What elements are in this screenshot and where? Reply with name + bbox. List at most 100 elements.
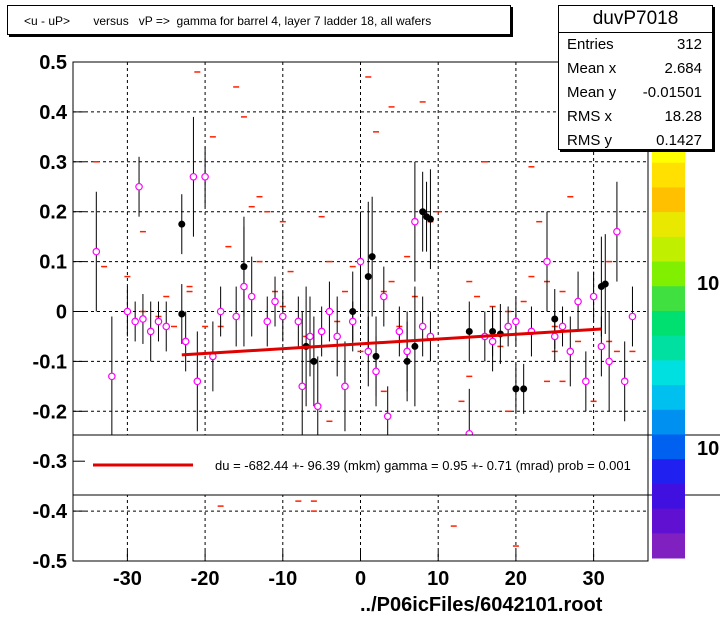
open-point	[488, 337, 497, 346]
open-point	[154, 317, 163, 326]
color-band	[652, 434, 685, 460]
y-tick-label: -0.4	[33, 501, 68, 523]
stats-name: duvP7018	[559, 6, 712, 33]
x-tick-label: 10	[427, 568, 449, 590]
open-point	[189, 172, 198, 181]
color-band	[652, 360, 685, 386]
legend-text: du = -682.44 +- 96.39 (mkm) gamma = 0.95…	[215, 458, 631, 473]
open-point	[512, 317, 520, 326]
open-point	[317, 327, 326, 336]
filled-point	[520, 385, 528, 393]
stats-box: duvP7018 Entries 312 Mean x 2.684 Mean y…	[558, 5, 713, 150]
open-point	[356, 257, 365, 266]
open-point	[325, 307, 334, 316]
open-point	[146, 327, 155, 336]
filled-point	[601, 280, 609, 288]
x-tick-label: -20	[191, 568, 220, 590]
plot-title: <u - uP> versus vP => gamma for barrel 4…	[7, 5, 511, 35]
x-tick-label: 0	[355, 568, 366, 590]
filled-point	[240, 263, 248, 271]
open-point	[383, 412, 392, 421]
open-point	[294, 317, 303, 326]
open-point	[597, 342, 606, 351]
color-band	[652, 508, 685, 534]
colorbar-label: 10	[697, 273, 719, 295]
open-point	[504, 322, 512, 331]
color-band	[652, 162, 685, 188]
color-band	[652, 310, 685, 337]
open-point	[216, 307, 225, 316]
open-point	[372, 367, 380, 376]
data-points	[92, 172, 637, 438]
open-point	[550, 332, 559, 341]
filled-point	[512, 385, 520, 393]
color-band	[652, 335, 685, 361]
filled-point	[551, 315, 559, 323]
filled-point	[411, 342, 419, 350]
open-point	[418, 322, 427, 331]
stat-value: 18.28	[664, 108, 702, 125]
color-band	[652, 236, 685, 263]
x-tick-label: 20	[505, 568, 527, 590]
open-point	[123, 307, 132, 316]
open-point	[193, 377, 202, 386]
filled-point	[310, 357, 318, 365]
filled-point	[178, 220, 186, 228]
y-tick-label: 0.3	[39, 152, 67, 174]
y-tick-label: 0.2	[39, 202, 67, 224]
y-tick-label: 0.5	[39, 52, 67, 74]
open-point	[395, 327, 404, 336]
fit-line	[181, 327, 602, 357]
open-point	[582, 377, 590, 386]
stat-label: RMS y	[567, 132, 612, 149]
y-tick-label: -0.5	[33, 551, 67, 573]
stat-entries: Entries 312	[559, 33, 712, 57]
color-band	[652, 459, 685, 485]
open-point	[364, 347, 373, 356]
color-band	[652, 187, 685, 213]
y-tick-label: 0.1	[39, 252, 67, 274]
open-point	[313, 402, 322, 411]
filled-point	[368, 253, 376, 261]
y-tick-label: -0.3	[33, 451, 67, 473]
y-tick-label: -0.2	[33, 401, 67, 423]
filled-point	[178, 310, 186, 318]
stat-value: -0.01501	[642, 84, 702, 101]
open-point	[380, 292, 388, 301]
x-axis-ticks: -30 -20 -10 0 10 20 30	[113, 551, 605, 590]
open-point	[135, 182, 143, 191]
open-point	[348, 317, 357, 326]
stat-label: Entries	[567, 36, 614, 53]
stat-label: RMS x	[567, 108, 612, 125]
y-tick-label: 0.4	[39, 102, 68, 124]
open-point	[403, 347, 411, 356]
stat-value: 2.684	[664, 60, 702, 77]
open-point	[139, 315, 147, 323]
stat-value: 312	[676, 36, 702, 53]
color-band	[652, 385, 685, 411]
open-point	[613, 227, 621, 236]
x-tick-label: 30	[582, 568, 604, 590]
color-band	[652, 409, 685, 435]
open-point	[232, 312, 240, 321]
filled-point	[364, 273, 372, 281]
stat-rms-x: RMS x 18.28	[559, 105, 712, 129]
open-point	[589, 292, 598, 301]
open-point	[543, 257, 551, 266]
filled-point	[419, 208, 427, 216]
open-point	[271, 297, 279, 306]
open-point	[92, 247, 101, 256]
open-point	[201, 172, 209, 181]
open-point	[628, 312, 637, 321]
open-point	[620, 377, 629, 386]
open-point	[263, 317, 272, 326]
stat-value: 0.1427	[656, 132, 702, 149]
open-point	[278, 312, 287, 321]
open-point	[181, 337, 190, 346]
open-point	[341, 382, 349, 391]
open-point	[574, 297, 582, 306]
open-point	[298, 382, 307, 391]
colorbar-label: 10	[697, 438, 719, 460]
open-point	[558, 322, 567, 331]
fit-legend: du = -682.44 +- 96.39 (mkm) gamma = 0.95…	[72, 434, 720, 496]
